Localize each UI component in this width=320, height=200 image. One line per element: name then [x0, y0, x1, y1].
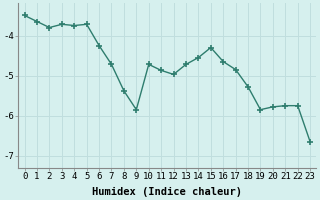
X-axis label: Humidex (Indice chaleur): Humidex (Indice chaleur) — [92, 186, 242, 197]
